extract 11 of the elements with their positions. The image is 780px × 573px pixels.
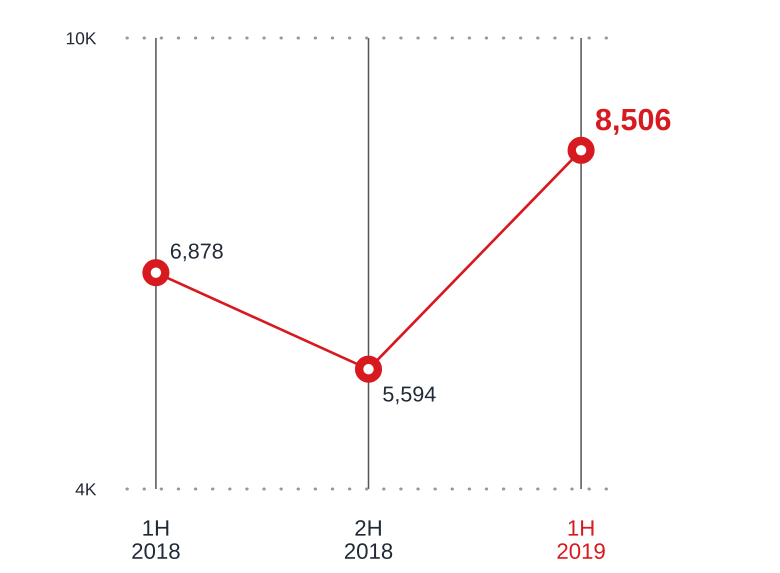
data-label: 5,594 <box>383 386 436 404</box>
data-label: 6,878 <box>170 243 223 262</box>
data-label: 8,506 <box>596 108 670 135</box>
y-tick-label: 4K <box>76 483 96 496</box>
x-tick-label: 1H 2019 <box>557 520 605 560</box>
point <box>142 259 170 286</box>
point <box>568 136 595 164</box>
x-tick-label: 1H 2018 <box>132 520 180 560</box>
point <box>354 356 382 383</box>
y-tick-label: 10K <box>66 32 96 44</box>
x-tick-label: 2H 2018 <box>344 520 392 560</box>
